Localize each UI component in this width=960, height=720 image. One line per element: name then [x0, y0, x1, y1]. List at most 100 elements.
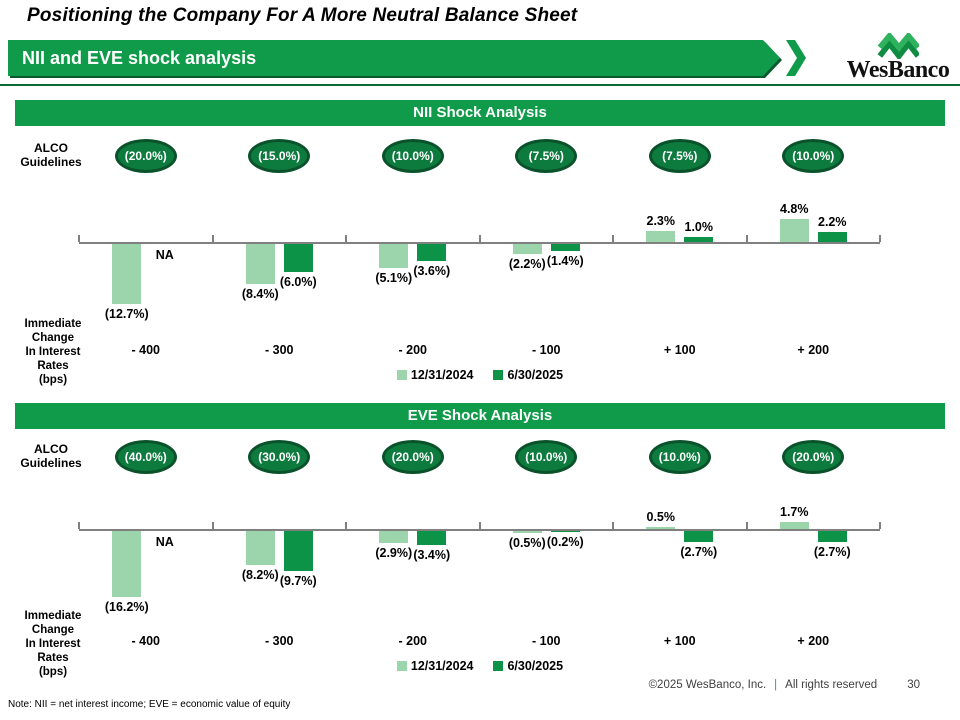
series-bar [550, 244, 580, 251]
section-title-banner [8, 40, 780, 76]
category-label: - 100 [532, 343, 561, 357]
series-bar [283, 531, 313, 571]
alco-guideline-badge: (20.0%) [381, 440, 444, 474]
axis-tick [345, 522, 347, 529]
legend-item: 12/31/2024 [396, 368, 473, 382]
legend-item: 6/30/2025 [493, 368, 563, 382]
category-label: - 300 [265, 343, 294, 357]
alco-guideline-badge: (40.0%) [114, 440, 177, 474]
bar-value-label: (1.4%) [546, 253, 584, 268]
x-axis-title-eve: Immediate Change In Interest Rates (bps) [24, 610, 82, 678]
alco-guideline-badge: (7.5%) [515, 139, 578, 173]
category-label: + 100 [663, 343, 696, 357]
alco-guideline-badge: (7.5%) [648, 139, 711, 173]
series-bar [512, 244, 542, 255]
bar-value-label: 1.0% [684, 220, 714, 235]
nii-section-header: NII Shock Analysis [15, 100, 945, 126]
axis-tick [78, 235, 80, 242]
bar-value-label: (16.2%) [104, 600, 149, 615]
header-rule [0, 84, 960, 86]
series-bar [817, 231, 847, 242]
series-bar [817, 531, 847, 543]
legend-swatch-icon [493, 370, 504, 380]
bar-value-label: (0.5%) [508, 536, 546, 551]
alco-guideline-badge: (10.0%) [782, 139, 845, 173]
legend-item: 12/31/2024 [396, 659, 474, 673]
bar-value-label: (2.7%) [813, 545, 851, 560]
bar-value-label: (3.4%) [413, 547, 451, 562]
series-bar [112, 531, 142, 598]
series-bar [379, 531, 409, 543]
alco-guidelines-label-eve: ALCO Guidelines [20, 442, 82, 470]
alco-guideline-badge: (15.0%) [248, 139, 311, 173]
category-label: + 200 [797, 343, 830, 357]
bar-value-label: (8.2%) [241, 567, 279, 582]
bar-value-label: 2.3% [646, 214, 676, 229]
series-bar [646, 526, 676, 529]
category-label: + 200 [797, 634, 830, 648]
series-bar [779, 219, 809, 242]
alco-guideline-badge: (20.0%) [782, 440, 845, 474]
footer-rights: All rights reserved [785, 679, 878, 691]
bar-value-label: (5.1%) [375, 271, 413, 286]
axis-tick [478, 235, 481, 242]
axis-tick [879, 522, 881, 529]
axis-tick [211, 235, 214, 242]
category-label: + 100 [663, 634, 696, 648]
footer-copyright: ©2025 WesBanco, Inc. [648, 679, 767, 691]
bar-value-label: (3.6%) [413, 263, 451, 278]
bar-value-label: 2.2% [818, 214, 847, 229]
series-bar [417, 244, 447, 261]
series-bar [550, 531, 580, 532]
series-bar [417, 531, 447, 545]
bar-value-label: (9.7%) [279, 573, 317, 588]
series-bar [512, 531, 542, 534]
bar-value-label: (2.7%) [680, 545, 718, 560]
axis-tick [612, 235, 614, 242]
bar-value-label: 0.5% [646, 509, 676, 524]
series-bar [245, 531, 275, 565]
legend-label: 12/31/2024 [410, 659, 474, 673]
bar-value-label: 4.8% [780, 202, 809, 217]
category-label: - 100 [532, 634, 561, 648]
axis-tick [879, 235, 881, 242]
footer-separator: | [774, 679, 778, 691]
wesbanco-logo: WesBanco [842, 33, 954, 83]
eve-section-header: EVE Shock Analysis [15, 403, 945, 429]
page-number: 30 [907, 679, 920, 691]
x-axis-title-nii: Immediate Change In Interest Rates (bps) [24, 318, 82, 386]
category-label: - 200 [398, 634, 428, 648]
bar-value-label: (8.4%) [241, 286, 279, 301]
legend-label: 6/30/2025 [507, 659, 564, 673]
footer: ©2025 WesBanco, Inc. | All rights reserv… [649, 679, 920, 691]
axis-tick [745, 235, 748, 242]
logo-text: WesBanco [846, 57, 950, 83]
alco-guideline-badge: (30.0%) [248, 440, 311, 474]
na-label: NA [155, 248, 174, 262]
series-bar [283, 244, 313, 273]
axis-tick [78, 522, 80, 529]
series-bar [112, 244, 142, 304]
category-label: - 400 [131, 343, 161, 357]
bar-value-label: (6.0%) [279, 275, 317, 290]
bar-value-label: (0.2%) [546, 535, 584, 549]
slide-title: Positioning the Company For A More Neutr… [27, 5, 578, 26]
bar-value-label: (12.7%) [104, 306, 149, 321]
alco-guideline-badge: (10.0%) [648, 440, 711, 474]
legend-swatch-icon [493, 661, 504, 671]
bar-value-label: 1.7% [780, 505, 809, 520]
logo-w-icon [877, 33, 919, 59]
alco-guidelines-label-nii: ALCO Guidelines [20, 141, 82, 169]
alco-guideline-badge: (20.0%) [114, 139, 177, 173]
category-label: - 200 [398, 343, 428, 357]
category-label: - 300 [265, 634, 294, 648]
alco-guideline-badge: (10.0%) [381, 139, 444, 173]
banner-chevron-icon [786, 40, 806, 76]
bar-value-label: (2.9%) [375, 545, 413, 560]
series-bar [684, 237, 714, 242]
legend-swatch-icon [396, 370, 407, 380]
legend-eve: 12/31/2024 6/30/2025 [0, 659, 960, 673]
axis-tick [211, 522, 214, 529]
alco-guideline-badge: (10.0%) [515, 440, 578, 474]
